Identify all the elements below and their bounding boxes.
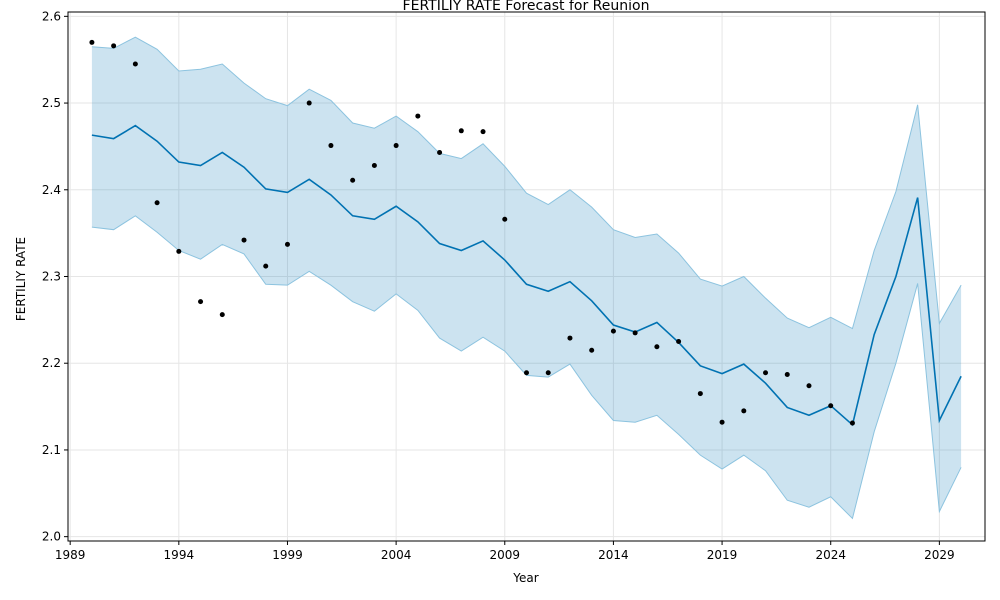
y-axis-ticks: 2.0 2.1 2.2 2.3 2.4 2.5 2.6 bbox=[42, 9, 68, 544]
x-tick-label-2014: 2014 bbox=[598, 548, 629, 562]
observed-points bbox=[89, 39, 855, 426]
observed-point-1990 bbox=[89, 39, 95, 45]
observed-point-1997 bbox=[241, 237, 247, 243]
chart-title: FERTILIY RATE Forecast for Reunion bbox=[403, 0, 650, 14]
forecast-line bbox=[91, 124, 962, 427]
observed-point-2014 bbox=[610, 328, 616, 334]
observed-point-1996 bbox=[219, 312, 225, 318]
observed-point-2016 bbox=[654, 344, 660, 350]
observed-point-2023 bbox=[806, 383, 812, 389]
y-tick-label-5: 2.5 bbox=[42, 96, 61, 110]
observed-point-2021 bbox=[763, 370, 769, 376]
x-tick-label-2009: 2009 bbox=[489, 548, 520, 562]
observed-point-2012 bbox=[567, 335, 573, 341]
x-tick-label-2024: 2024 bbox=[815, 548, 846, 562]
observed-point-2002 bbox=[350, 177, 356, 183]
observed-point-2013 bbox=[589, 347, 595, 353]
observed-point-1994 bbox=[176, 248, 182, 254]
y-tick-label-3: 2.3 bbox=[42, 270, 61, 284]
observed-point-2000 bbox=[306, 100, 312, 106]
observed-point-2011 bbox=[545, 370, 551, 376]
uncertainty-lower-edge bbox=[91, 215, 962, 520]
x-axis-label: Year bbox=[512, 571, 538, 585]
observed-point-1991 bbox=[111, 43, 117, 49]
observed-point-1998 bbox=[263, 263, 269, 269]
observed-point-1999 bbox=[284, 241, 290, 247]
observed-point-2022 bbox=[784, 371, 790, 377]
x-tick-label-1989: 1989 bbox=[55, 548, 86, 562]
x-tick-label-2029: 2029 bbox=[924, 548, 955, 562]
observed-point-2003 bbox=[371, 162, 377, 168]
observed-point-1995 bbox=[198, 299, 204, 305]
observed-point-2019 bbox=[719, 419, 725, 425]
observed-point-2007 bbox=[458, 128, 464, 134]
y-tick-label-2: 2.2 bbox=[42, 356, 61, 370]
grid bbox=[68, 12, 985, 541]
x-tick-label-2019: 2019 bbox=[707, 548, 738, 562]
x-tick-label-2004: 2004 bbox=[381, 548, 412, 562]
x-tick-label-1999: 1999 bbox=[272, 548, 303, 562]
observed-point-1993 bbox=[154, 200, 160, 206]
observed-point-1992 bbox=[132, 61, 138, 67]
y-tick-label-6: 2.6 bbox=[42, 9, 61, 23]
observed-point-2010 bbox=[524, 370, 529, 376]
observed-point-2020 bbox=[741, 408, 747, 414]
observed-point-2025 bbox=[849, 420, 855, 426]
y-tick-label-4: 2.4 bbox=[42, 183, 61, 197]
observed-point-2009 bbox=[502, 216, 508, 222]
x-tick-label-1994: 1994 bbox=[164, 548, 195, 562]
observed-point-2005 bbox=[415, 113, 421, 119]
observed-point-2004 bbox=[393, 143, 399, 149]
observed-point-2006 bbox=[437, 149, 443, 155]
y-tick-label-0: 2.0 bbox=[42, 530, 61, 544]
observed-point-2017 bbox=[676, 339, 682, 345]
uncertainty-upper-edge bbox=[91, 36, 962, 330]
observed-point-2008 bbox=[480, 129, 486, 135]
uncertainty-interval bbox=[91, 37, 962, 519]
observed-point-2018 bbox=[697, 391, 703, 397]
x-axis-ticks: 1989 1994 1999 2004 2009 2014 2019 2024 2029 bbox=[55, 541, 955, 562]
observed-point-2015 bbox=[632, 330, 638, 336]
y-tick-label-1: 2.1 bbox=[42, 443, 61, 457]
observed-point-2001 bbox=[328, 143, 334, 149]
observed-point-2024 bbox=[828, 403, 834, 409]
y-axis-label: FERTILIY RATE bbox=[14, 237, 28, 321]
